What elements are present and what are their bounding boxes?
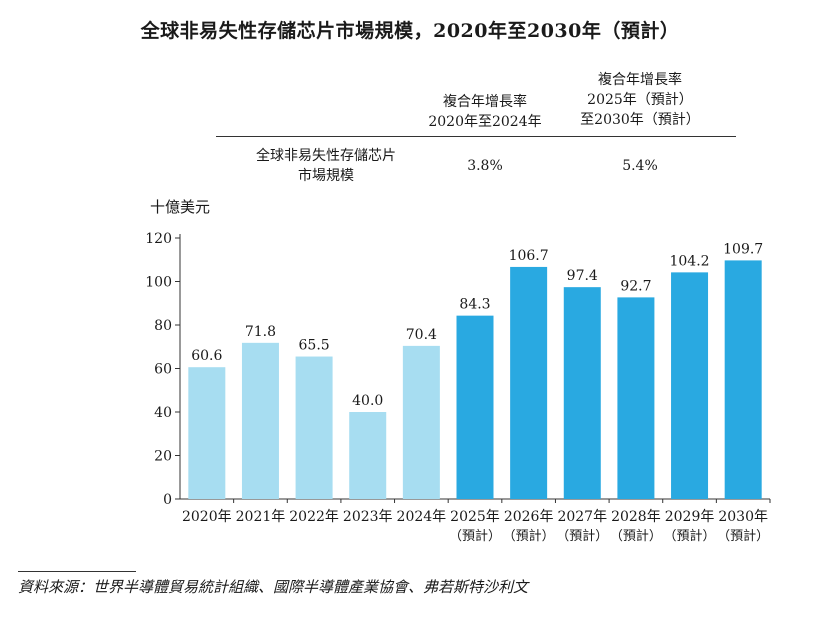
- cagr-header-forecast-line1: 複合年增長率: [598, 72, 682, 88]
- y-tick-label: 100: [145, 275, 172, 291]
- x-tick-note: （預計）: [503, 528, 555, 544]
- chart-x-labels: 2020年 2021年 2022年 2023年 2024年 2025年（預計）2026年（…: [182, 509, 769, 544]
- x-tick-label: 2025年: [450, 509, 500, 525]
- x-tick-label: 2023年: [343, 509, 393, 525]
- value-label: 40.0: [352, 393, 383, 409]
- bar-2028年: [617, 297, 655, 499]
- x-tick-label: 2030年: [718, 509, 768, 525]
- x-tick-label: 2024年: [397, 509, 447, 525]
- value-label: 106.7: [509, 248, 549, 264]
- x-tick-label: 2028年: [611, 509, 661, 525]
- cagr-header-forecast-line3: 至2030年（預計）: [580, 112, 700, 128]
- source-note: 資料來源：世界半導體貿易統計組織、國際半導體產業協會、弗若斯特沙利文: [18, 578, 529, 596]
- y-tick-label: 120: [145, 231, 172, 247]
- value-label: 84.3: [459, 297, 490, 313]
- table-rule: [216, 136, 736, 137]
- cagr-value-historical: 3.8%: [467, 158, 503, 174]
- x-tick-label: 2029年: [665, 509, 715, 525]
- x-tick-note: （預計）: [717, 528, 769, 544]
- value-label: 70.4: [406, 327, 437, 343]
- value-label: 71.8: [245, 324, 276, 340]
- cagr-header-historical: 複合年增長率 2020年至2024年: [405, 92, 565, 132]
- y-tick-label: 60: [154, 362, 172, 378]
- x-tick-label: 2026年: [504, 509, 554, 525]
- cagr-value-forecast: 5.4%: [622, 158, 658, 174]
- bar-2026年: [510, 266, 548, 499]
- cagr-header-historical-line2: 2020年至2024年: [428, 114, 542, 130]
- x-tick-label: 2021年: [236, 509, 286, 525]
- y-axis-unit-label: 十億美元: [150, 198, 211, 216]
- bar-2022年: [295, 356, 333, 499]
- y-tick-label: 80: [154, 318, 172, 334]
- y-tick-label: 20: [154, 449, 172, 465]
- chart-bars: [188, 260, 762, 499]
- bar-chart: 0 20 40 60 80 100 120 60.6 71.8 65.5 40.0 70.4 84.3…: [145, 231, 771, 544]
- x-tick-note: （預計）: [664, 528, 716, 544]
- bar-2027年: [563, 287, 601, 499]
- bar-2024年: [402, 345, 440, 499]
- bar-2021年: [241, 342, 279, 499]
- x-tick-note: （預計）: [556, 528, 608, 544]
- bar-2025年: [456, 315, 494, 499]
- cagr-row-label-line1: 全球非易失性存儲芯片: [256, 148, 396, 164]
- x-tick-note: （預計）: [449, 528, 501, 544]
- value-label: 104.2: [669, 253, 709, 269]
- bar-2023年: [349, 412, 387, 499]
- cagr-row-label-line2: 市場規模: [298, 168, 354, 184]
- value-label: 65.5: [299, 338, 330, 354]
- y-tick-label: 0: [163, 492, 172, 508]
- chart-value-labels: 60.6 71.8 65.5 40.0 70.4 84.3 106.7 97.4 92.7 104…: [191, 241, 763, 409]
- bar-2020年: [188, 367, 226, 499]
- x-tick-note: （預計）: [610, 528, 662, 544]
- value-label: 60.6: [191, 348, 222, 364]
- bar-2030年: [724, 260, 762, 499]
- x-tick-label: 2022年: [289, 509, 339, 525]
- x-tick-label: 2020年: [182, 509, 232, 525]
- cagr-row-label: 全球非易失性存儲芯片 市場規模: [236, 146, 416, 186]
- value-label: 109.7: [723, 241, 763, 257]
- bar-2029年: [671, 272, 709, 499]
- source-rule: [18, 571, 136, 572]
- value-label: 92.7: [620, 278, 651, 294]
- cagr-header-historical-line1: 複合年增長率: [443, 94, 527, 110]
- chart-title: 全球非易失性存儲芯片市場規模，2020年至2030年（預計）: [140, 20, 680, 42]
- value-label: 97.4: [567, 268, 598, 284]
- x-tick-label: 2027年: [557, 509, 607, 525]
- y-tick-label: 40: [154, 405, 172, 421]
- cagr-header-forecast-line2: 2025年（預計）: [587, 92, 693, 108]
- cagr-header-forecast: 複合年增長率 2025年（預計） 至2030年（預計）: [560, 70, 720, 130]
